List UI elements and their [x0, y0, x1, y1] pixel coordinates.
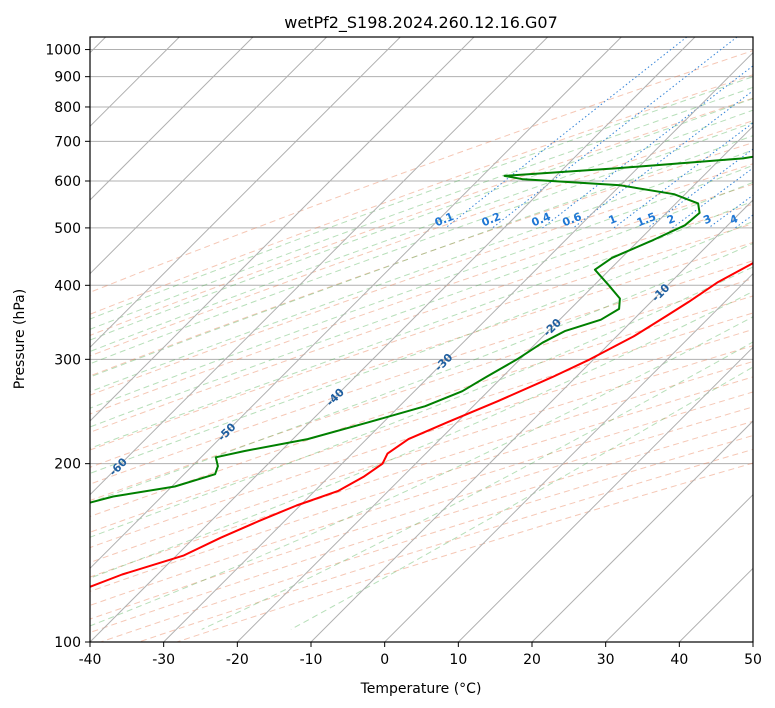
x-tick-label: -40: [79, 652, 102, 668]
x-tick-label: 40: [670, 652, 688, 668]
moist-adiabat: [201, 341, 753, 630]
isotherm-line: [310, 199, 753, 642]
x-tick-label: 30: [597, 652, 615, 668]
isotherm-line: [90, 37, 549, 496]
x-tick-label: 10: [449, 652, 467, 668]
isotherm-line: [605, 493, 753, 642]
dry-adiabat: [90, 97, 753, 336]
dry-adiabat: [90, 50, 753, 293]
pressure-grid: [90, 49, 753, 642]
moist-adiabat: [90, 181, 753, 428]
isotherm-line: [90, 37, 328, 275]
x-tick-label: 20: [523, 652, 541, 668]
y-tick-label: 600: [54, 174, 81, 190]
isotherm-line: [531, 420, 753, 642]
moist-adiabat: [90, 266, 753, 538]
mixing-ratio-line: [613, 122, 753, 229]
y-tick-label: 900: [54, 70, 81, 86]
isotherm-line: [384, 272, 753, 642]
dry-adiabats: [90, 50, 753, 642]
moist-adiabat: [90, 164, 753, 409]
x-tick-label: -30: [152, 652, 175, 668]
mixing-ratio-lines: [445, 37, 753, 229]
y-tick-label: 200: [54, 457, 81, 473]
dry-adiabat: [100, 434, 753, 642]
temperature-profile: [90, 262, 753, 588]
moist-adiabat: [90, 76, 753, 320]
mixing-ratio-label: 3: [701, 212, 713, 227]
y-tick-label: 800: [54, 100, 81, 116]
moist-adiabat: [90, 135, 753, 378]
chart-title: wetPf2_S198.2024.260.12.16.G07: [284, 13, 558, 33]
isotherm-line: [90, 37, 401, 349]
dry-adiabat: [90, 120, 753, 357]
mixing-ratio-label: 2: [665, 212, 677, 227]
isotherm-line: [90, 37, 475, 422]
y-tick-label: 1000: [45, 43, 81, 59]
isotherm-line: [163, 51, 753, 642]
x-axis-label: Temperature (°C): [360, 681, 482, 697]
isotherm-line: [90, 37, 622, 570]
dry-adiabat: [90, 142, 753, 377]
x-tick-label: 0: [380, 652, 389, 668]
dry-adiabat: [90, 345, 753, 564]
y-tick-label: 700: [54, 134, 81, 150]
isotherm-line: [90, 37, 254, 201]
dry-adiabat: [176, 462, 753, 642]
mixing-ratio-line: [542, 65, 753, 229]
y-tick-label: 300: [54, 352, 81, 368]
y-tick-label: 100: [54, 635, 81, 651]
x-tick-label: 50: [744, 652, 762, 668]
isotherm-line: [457, 346, 753, 642]
moist-adiabat: [90, 86, 753, 330]
y-axis-ticks: 100 200 300 400 500 600 700 800 900 1000: [45, 43, 90, 651]
isotherms: [90, 37, 753, 642]
mixing-ratio-label: 1: [607, 212, 619, 227]
dry-adiabat: [90, 328, 753, 549]
moist-adiabat: [90, 242, 753, 504]
dry-adiabat: [90, 163, 753, 396]
y-tick-label: 500: [54, 221, 81, 237]
y-tick-label: 400: [54, 278, 81, 294]
moist-adiabat: [90, 200, 753, 449]
plot-area: 0.1 0.2 0.4 0.6 1 1.5 2 3 4-60-50-40-30-20-10: [89, 36, 754, 643]
x-tick-label: -20: [226, 652, 249, 668]
sounding-profiles: [90, 155, 753, 588]
isotherm-line: [90, 37, 696, 642]
x-axis-ticks: -40 -30 -20 -10 0 10 20 30 40 50: [79, 642, 762, 668]
isotherm-line: [236, 125, 753, 642]
plot-frame: [89, 36, 754, 643]
moist-adiabats: [90, 76, 753, 630]
moist-adiabat: [90, 149, 753, 393]
mixing-ratio-line: [445, 37, 688, 229]
dewpoint-profile: [90, 155, 753, 504]
mixing-ratio-line: [672, 167, 753, 229]
x-tick-label: -10: [300, 652, 323, 668]
dry-adiabat: [138, 448, 753, 642]
y-axis-label: Pressure (hPa): [12, 289, 28, 389]
